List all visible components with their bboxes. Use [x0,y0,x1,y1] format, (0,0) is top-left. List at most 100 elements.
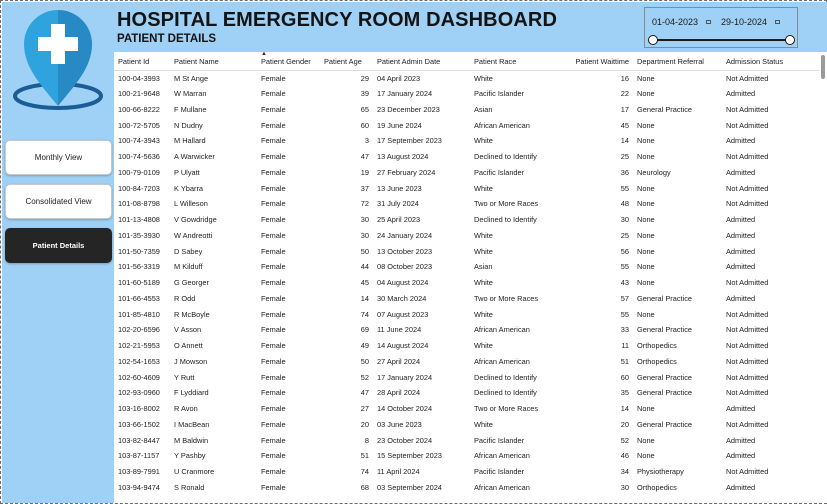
table-cell: 25 April 2023 [377,215,421,225]
table-cell: 102-60-4609 [118,372,160,382]
table-row[interactable]: 100-84-7203 K Ybarra Female 37 13 June 2023 W… [114,180,819,196]
table-cell: None [637,309,655,319]
table-cell: 60 [360,120,369,130]
column-header-patient-id[interactable]: Patient Id [114,52,170,71]
table-cell: White [474,309,493,319]
table-cell: G Georger [174,278,209,288]
table-cell: Not Admitted [726,278,769,288]
table-cell: 11 [621,341,629,351]
column-header-department-referral[interactable]: Department Referral [633,52,722,71]
table-row[interactable]: 100-72-5705 N Dudny Female 60 19 June 2024 Af… [114,117,819,133]
table-cell: 101-35-3930 [118,230,160,240]
table-row[interactable]: 102-20-6596 V Asson Female 69 11 June 2024 Af… [114,322,819,338]
table-cell: None [637,262,655,272]
table-cell: Female [261,230,286,240]
table-row[interactable]: 101-50-7359 D Sabey Female 50 13 October 202… [114,243,819,259]
table-row[interactable]: 103-82-8447 M Baldwin Female 8 23 October 20… [114,432,819,448]
table-cell: Not Admitted [726,183,769,193]
table-row[interactable]: 102-54-1653 J Mowson Female 50 27 April 2024… [114,354,819,370]
table-row[interactable]: 101-60-5189 G Georger Female 45 04 August 20… [114,275,819,291]
table-cell: Orthopedics [637,482,677,492]
table-row[interactable]: 101-08-8798 L Willeson Female 72 31 July 202… [114,196,819,212]
table-row[interactable]: 100-04-3993 M St Ange Female 29 04 April 202… [114,70,819,86]
column-header-patient-name[interactable]: Patient Name [170,52,257,71]
page-subtitle: PATIENT DETAILS [117,33,217,45]
table-cell: None [637,73,655,83]
table-row[interactable]: 102-21-5953 O Annett Female 49 14 August 202… [114,338,819,354]
table-cell: 04 April 2023 [377,73,421,83]
table-cell: 72 [360,199,369,209]
table-cell: 102-54-1653 [118,356,160,366]
start-date-value: 01-04-2023 [652,17,699,27]
column-header-patient-gender[interactable]: ▲ Patient Gender [257,52,320,71]
column-header-admin-date[interactable]: Patient Admin Date [373,52,470,71]
patient-details-button[interactable]: Patient Details [5,228,112,263]
calendar-icon[interactable] [706,20,712,24]
table-cell: 8 [364,435,369,445]
table-row[interactable]: 103-66-1502 I MacBean Female 20 03 June 2023… [114,417,819,433]
table-cell: 52 [620,435,629,445]
table-cell: 14 [620,404,629,414]
table-cell: 30 [360,230,369,240]
column-header-waittime[interactable]: Patient Waittime [568,52,633,71]
consolidated-view-button[interactable]: Consolidated View [5,184,112,219]
table-row[interactable]: 103-94-9474 S Ronald Female 68 03 September … [114,480,819,496]
table-cell: Female [261,435,286,445]
table-cell: 23 October 2024 [377,435,433,445]
table-row[interactable]: 101-85-4810 R McBoyle Female 74 07 August 20… [114,306,819,322]
table-row[interactable]: 101-13-4808 V Gowdridge Female 30 25 April 2… [114,212,819,228]
table-row[interactable]: 103-16-8002 R Avon Female 27 14 October 2024… [114,401,819,417]
table-cell: Not Admitted [726,372,769,382]
table-cell: None [637,215,655,225]
table-row[interactable]: 101-35-3930 W Andreotti Female 30 24 January… [114,228,819,244]
table-row[interactable]: 100-66-8222 F Mullane Female 65 23 December … [114,102,819,118]
monthly-view-button[interactable]: Monthly View [5,140,112,175]
table-cell: Female [261,356,286,366]
table-cell: Asian [474,262,493,272]
table-body: 100-04-3993 M St Ange Female 29 04 April 202… [114,70,819,495]
table-row[interactable]: 102-60-4609 Y Rutt Female 52 17 January 2024… [114,369,819,385]
table-cell: White [474,278,493,288]
date-slider-track[interactable] [653,39,790,41]
table-scrollbar[interactable] [821,55,825,79]
start-date-input[interactable]: 01-04-2023 [652,14,712,30]
table-cell: Declined to Identify [474,215,537,225]
table-row[interactable]: 103-87-1157 Y Pashby Female 51 15 September … [114,448,819,464]
calendar-icon[interactable] [775,20,781,24]
table-row[interactable]: 103-89-7991 U Cranmore Female 74 11 April 20… [114,464,819,480]
table-cell: White [474,136,493,146]
table-cell: Admitted [726,482,756,492]
table-row[interactable]: 102-93-0960 F Lyddiard Female 47 28 April 20… [114,385,819,401]
table-cell: African American [474,325,530,335]
table-cell: W Marran [174,89,207,99]
table-cell: Admitted [726,262,756,272]
table-cell: 14 October 2024 [377,404,433,414]
table-cell: 55 [620,309,629,319]
table-row[interactable]: 100-21-9648 W Marran Female 39 17 January 20… [114,86,819,102]
table-cell: 20 [360,419,369,429]
table-row[interactable]: 100-74-3943 M Hallard Female 3 17 September … [114,133,819,149]
table-row[interactable]: 101-56-3319 M Kilduff Female 44 08 October 2… [114,259,819,275]
table-cell: 11 June 2024 [377,325,422,335]
table-cell: 100-04-3993 [118,73,160,83]
column-header-patient-race[interactable]: Patient Race [470,52,568,71]
table-cell: 04 August 2024 [377,278,429,288]
table-cell: 14 [620,136,629,146]
table-cell: 103-89-7991 [118,467,160,477]
table-row[interactable]: 100-74-5636 A Warwicker Female 47 13 August … [114,149,819,165]
table-cell: Neurology [637,167,671,177]
column-header-admission-status[interactable]: Admission Status [722,52,819,71]
table-row[interactable]: 101-66-4553 R Odd Female 14 30 March 2024 Two… [114,291,819,307]
table-cell: 50 [360,246,369,256]
column-header-patient-age[interactable]: Patient Age [320,52,373,71]
table-cell: Pacific Islander [474,89,525,99]
table-cell: Not Admitted [726,152,769,162]
date-slider-start-handle[interactable] [648,35,658,45]
end-date-input[interactable]: 29-10-2024 [721,14,781,30]
table-cell: 16 [620,73,629,83]
table-row[interactable]: 100-79-0109 P Ulyatt Female 19 27 February 2… [114,165,819,181]
table-cell: R Avon [174,404,198,414]
table-cell: 14 August 2024 [377,341,429,351]
table-cell: M Baldwin [174,435,209,445]
date-slider-end-handle[interactable] [785,35,795,45]
